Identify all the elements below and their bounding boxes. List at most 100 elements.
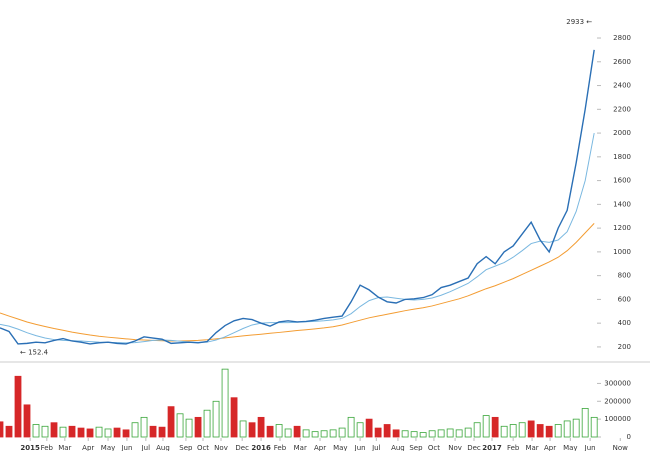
y-tick-label: 400 xyxy=(618,319,631,327)
x-tick-label: Oct xyxy=(197,444,209,451)
x-tick-label: Apr xyxy=(544,444,556,451)
volume-bar xyxy=(176,413,184,438)
x-tick-label: Feb xyxy=(274,444,287,451)
x-tick-label: Aug xyxy=(391,444,405,451)
volume-bar xyxy=(113,427,121,438)
volume-bar xyxy=(122,429,130,438)
x-tick-label: Apr xyxy=(314,444,326,451)
x-tick-label: Mar xyxy=(58,444,71,451)
x-tick-label: Apr xyxy=(82,444,94,451)
volume-bar xyxy=(77,427,85,438)
volume-bar xyxy=(266,425,274,438)
volume-bar xyxy=(590,416,598,438)
y-tick-label: 2800 xyxy=(613,34,631,42)
price-line xyxy=(0,223,595,342)
volume-bar xyxy=(95,426,103,438)
volume-bar xyxy=(581,408,589,438)
x-tick-label: Mar xyxy=(525,444,538,451)
volume-bar xyxy=(455,429,463,438)
volume-bar xyxy=(167,406,175,438)
x-tick-label: Jun xyxy=(354,444,366,451)
volume-bar xyxy=(140,416,148,438)
volume-bar xyxy=(203,409,211,438)
x-tick-label: 2017 xyxy=(482,444,502,451)
volume-tick-label: 300000 xyxy=(604,379,631,387)
volume-bar xyxy=(293,425,301,438)
volume-bar xyxy=(509,424,517,438)
volume-bar xyxy=(131,422,139,438)
x-tick-label: Sep xyxy=(409,444,423,451)
volume-bar xyxy=(0,421,4,438)
volume-bar xyxy=(5,425,13,438)
volume-bar xyxy=(14,375,22,438)
y-tick-label: 1800 xyxy=(613,153,631,161)
volume-bar xyxy=(536,424,544,438)
volume-bar xyxy=(104,428,112,438)
x-tick-label: Jun xyxy=(120,444,132,451)
volume-bar xyxy=(185,418,193,438)
x-tick-label: Dec xyxy=(467,444,481,451)
x-tick-label: Nov xyxy=(448,444,462,451)
x-tick-label: Now xyxy=(613,444,629,451)
x-tick-label: May xyxy=(563,444,577,451)
volume-bar xyxy=(500,425,508,438)
volume-bar xyxy=(410,431,418,438)
y-tick-label: 2600 xyxy=(613,58,631,66)
price-line xyxy=(0,132,595,344)
volume-bar xyxy=(248,422,256,438)
x-tick-label: Jun xyxy=(584,444,596,451)
x-tick-label: May xyxy=(101,444,115,451)
y-tick-label: 2000 xyxy=(613,129,631,137)
volume-bar xyxy=(329,429,337,438)
x-tick-label: Feb xyxy=(507,444,520,451)
y-tick-label: 1400 xyxy=(613,200,631,208)
volume-bar xyxy=(428,430,436,438)
y-tick-label: 1000 xyxy=(613,248,631,256)
volume-bar xyxy=(86,428,94,438)
volume-bar xyxy=(437,429,445,438)
volume-bar xyxy=(518,422,526,438)
volume-bar xyxy=(356,422,364,438)
volume-bar xyxy=(311,431,319,438)
y-tick-label: 600 xyxy=(618,295,631,303)
x-tick-label: Nov xyxy=(214,444,228,451)
price-line xyxy=(0,49,595,345)
volume-bar xyxy=(257,416,265,438)
x-tick-label: Aug xyxy=(156,444,170,451)
volume-bar xyxy=(230,397,238,438)
volume-bar xyxy=(491,416,499,438)
x-tick-label: 2016 xyxy=(251,444,271,451)
y-tick-label: 1600 xyxy=(613,177,631,185)
volume-bar xyxy=(473,422,481,438)
volume-bar xyxy=(572,418,580,438)
x-tick-label: Dec xyxy=(235,444,249,451)
x-tick-label: May xyxy=(333,444,347,451)
volume-bar xyxy=(32,424,40,438)
volume-bar xyxy=(563,420,571,438)
x-tick-label: Sep xyxy=(179,444,193,451)
x-tick-label: Feb xyxy=(41,444,54,451)
volume-bar xyxy=(194,416,202,438)
volume-bar xyxy=(41,425,49,438)
volume-bar xyxy=(50,422,58,438)
volume-bar xyxy=(419,432,427,438)
volume-bar xyxy=(239,420,247,438)
volume-bar xyxy=(482,415,490,438)
volume-bar xyxy=(401,430,409,438)
volume-bar xyxy=(149,425,157,438)
volume-bar xyxy=(554,424,562,438)
volume-bar xyxy=(302,429,310,438)
volume-bar xyxy=(545,425,553,438)
volume-bar xyxy=(212,400,220,438)
volume-tick-label: 200000 xyxy=(604,397,631,405)
y-tick-label: 2400 xyxy=(613,82,631,90)
y-tick-label: 1200 xyxy=(613,224,631,232)
volume-bar xyxy=(23,404,31,438)
x-tick-label: Jul xyxy=(141,444,151,451)
volume-tick-label: 0 xyxy=(627,433,631,441)
y-tick-label: 2200 xyxy=(613,105,631,113)
volume-bar xyxy=(464,427,472,438)
y-tick-label: 200 xyxy=(618,343,631,351)
volume-bar xyxy=(221,368,229,438)
